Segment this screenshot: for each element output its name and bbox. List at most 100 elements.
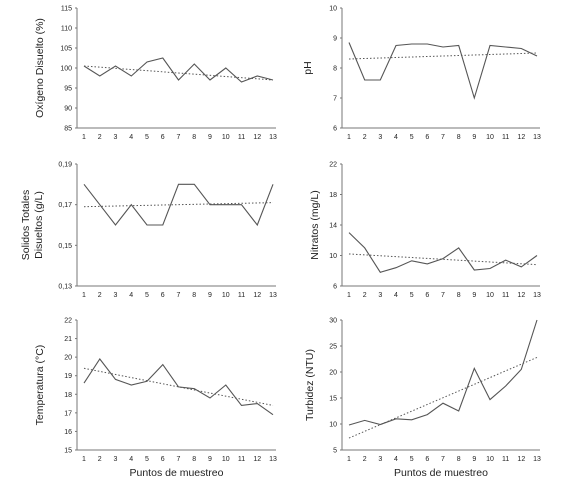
x-tick-label: 13 — [533, 456, 541, 463]
x-tick-label: 10 — [486, 134, 494, 141]
series-line — [83, 358, 274, 416]
y-axis-label: Oxígeno Disuelto (%) — [34, 18, 46, 118]
x-tick-label: 3 — [114, 292, 118, 299]
y-tick-label: 105 — [60, 46, 72, 53]
trendline — [83, 65, 274, 81]
x-tick-label: 11 — [502, 292, 509, 299]
x-tick-label: 4 — [394, 292, 398, 299]
x-tick-label: 7 — [177, 134, 181, 141]
y-tick-label: 25 — [329, 344, 337, 351]
x-tick-label: 3 — [114, 456, 118, 463]
y-tick-label: 21 — [64, 336, 72, 343]
y-tick-label: 0,15 — [58, 243, 72, 250]
x-tick-label: 13 — [269, 292, 277, 299]
x-tick-label: 1 — [82, 134, 86, 141]
x-tick-label: 2 — [98, 292, 102, 299]
x-tick-label: 8 — [192, 456, 196, 463]
y-tick-label: 8 — [333, 66, 337, 73]
x-axis-label: Puntos de muestreo — [394, 467, 488, 479]
x-tick-label: 13 — [269, 456, 277, 463]
x-tick-label: 2 — [98, 134, 102, 141]
trendline — [348, 253, 538, 266]
x-tick-label: 6 — [161, 134, 165, 141]
y-tick-label: 22 — [329, 162, 337, 169]
x-tick-label: 5 — [410, 134, 414, 141]
x-tick-label: 8 — [457, 134, 461, 141]
x-tick-label: 9 — [208, 456, 212, 463]
x-tick-label: 13 — [269, 134, 277, 141]
y-axis-label: pH — [302, 61, 314, 74]
x-tick-label: 10 — [486, 292, 494, 299]
x-tick-label: 8 — [192, 134, 196, 141]
x-tick-label: 5 — [145, 134, 149, 141]
x-tick-label: 12 — [517, 134, 525, 141]
x-tick-label: 12 — [517, 456, 525, 463]
y-axis-label: Solidos Totales — [20, 190, 32, 260]
y-tick-label: 22 — [64, 318, 72, 325]
x-tick-label: 12 — [253, 134, 261, 141]
y-tick-label: 0,17 — [58, 202, 72, 209]
x-tick-label: 5 — [145, 456, 149, 463]
y-tick-label: 0,13 — [58, 284, 72, 291]
x-tick-label: 10 — [222, 456, 230, 463]
y-tick-label: 0,19 — [58, 162, 72, 169]
x-tick-label: 8 — [192, 292, 196, 299]
series-line — [83, 57, 274, 83]
x-tick-label: 10 — [222, 134, 230, 141]
y-axis-label: Turbidez (NTU) — [304, 349, 316, 421]
x-tick-label: 12 — [517, 292, 525, 299]
y-tick-label: 16 — [64, 429, 72, 436]
x-tick-label: 11 — [502, 456, 509, 463]
y-tick-label: 18 — [329, 192, 337, 199]
x-tick-label: 11 — [238, 134, 245, 141]
x-tick-label: 1 — [82, 456, 86, 463]
x-tick-label: 3 — [378, 292, 382, 299]
x-tick-label: 5 — [410, 456, 414, 463]
x-tick-label: 7 — [441, 134, 445, 141]
x-tick-label: 4 — [129, 134, 133, 141]
x-tick-label: 8 — [457, 456, 461, 463]
x-tick-label: 1 — [347, 134, 351, 141]
x-tick-label: 7 — [441, 456, 445, 463]
y-tick-label: 85 — [64, 126, 72, 133]
y-tick-label: 30 — [329, 318, 337, 325]
y-tick-label: 6 — [333, 284, 337, 291]
x-tick-label: 2 — [363, 134, 367, 141]
x-tick-label: 7 — [177, 456, 181, 463]
x-tick-label: 6 — [425, 456, 429, 463]
x-tick-label: 13 — [533, 292, 541, 299]
y-axis-label: Disueltos (g/L) — [33, 191, 45, 259]
y-tick-label: 17 — [64, 410, 72, 417]
x-tick-label: 11 — [238, 292, 245, 299]
x-tick-label: 4 — [394, 134, 398, 141]
y-tick-label: 7 — [333, 96, 337, 103]
chart-panel-3: 0,130,150,170,191 2 3 4 5 6 7 8 9 10 11 12 13Solidos… — [20, 162, 277, 300]
x-tick-label: 2 — [98, 456, 102, 463]
y-tick-label: 115 — [61, 6, 72, 13]
x-tick-label: 6 — [425, 134, 429, 141]
y-tick-label: 20 — [329, 370, 337, 377]
y-tick-label: 110 — [61, 26, 72, 33]
x-tick-label: 10 — [222, 292, 230, 299]
series-line — [348, 319, 538, 426]
x-tick-label: 9 — [472, 292, 476, 299]
y-tick-label: 5 — [333, 448, 337, 455]
y-axis-label: Nitratos (mg/L) — [309, 190, 321, 259]
x-tick-label: 12 — [253, 456, 261, 463]
y-tick-label: 9 — [333, 36, 337, 43]
series-line — [83, 183, 274, 227]
y-tick-label: 6 — [333, 126, 337, 133]
x-tick-label: 9 — [472, 134, 476, 141]
y-tick-label: 100 — [60, 66, 72, 73]
series-line — [348, 232, 538, 273]
x-tick-label: 4 — [394, 456, 398, 463]
trendline — [348, 356, 538, 439]
x-tick-label: 7 — [177, 292, 181, 299]
trendline — [83, 202, 274, 208]
